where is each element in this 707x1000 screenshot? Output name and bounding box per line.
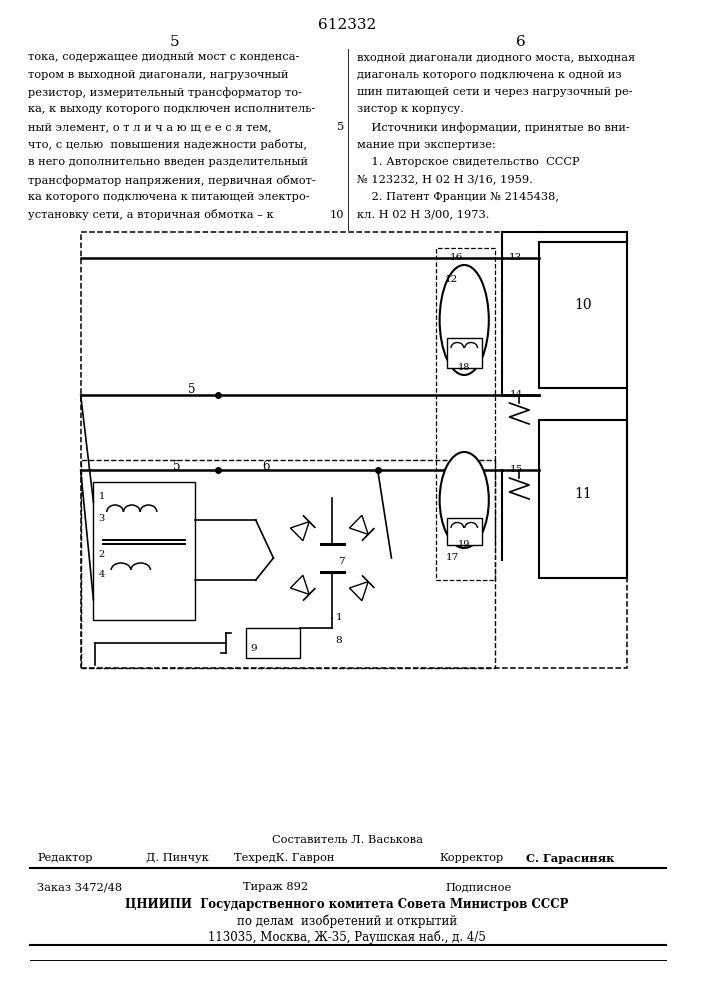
Ellipse shape (440, 452, 489, 548)
Text: тором в выходной диагонали, нагрузочный: тором в выходной диагонали, нагрузочный (28, 70, 288, 80)
Ellipse shape (440, 265, 489, 375)
Text: 11: 11 (574, 487, 592, 501)
Text: 1: 1 (335, 613, 342, 622)
Text: 5: 5 (337, 122, 344, 132)
Text: № 123232, Н 02 Н 3/16, 1959.: № 123232, Н 02 Н 3/16, 1959. (357, 174, 533, 184)
Text: что, с целью  повышения надежности работы,: что, с целью повышения надежности работы… (28, 139, 307, 150)
Text: Подписное: Подписное (445, 882, 512, 892)
Text: 1: 1 (98, 492, 105, 501)
Text: ЦНИИПИ  Государственного комитета Совета Министров СССР: ЦНИИПИ Государственного комитета Совета … (126, 898, 569, 911)
Text: 2: 2 (98, 550, 105, 559)
Bar (447, 518, 482, 545)
Text: диагональ которого подключена к одной из: диагональ которого подключена к одной из (357, 70, 621, 80)
Text: ка, к выходу которого подключен исполнитель-: ка, к выходу которого подключен исполнит… (28, 104, 315, 114)
Bar (539, 242, 628, 388)
Text: 1. Авторское свидетельство  СССР: 1. Авторское свидетельство СССР (357, 157, 580, 167)
Polygon shape (349, 515, 368, 534)
Text: 5: 5 (188, 383, 196, 396)
Bar (81, 460, 495, 668)
Text: резистор, измерительный трансформатор то-: резистор, измерительный трансформатор то… (28, 87, 302, 98)
Bar (447, 338, 482, 368)
Text: 6: 6 (262, 460, 269, 473)
Text: ТехредК. Гаврон: ТехредК. Гаврон (234, 853, 334, 863)
Text: Д. Пинчук: Д. Пинчук (146, 853, 209, 863)
Text: мание при экспертизе:: мание при экспертизе: (357, 139, 496, 149)
Text: 14: 14 (510, 390, 522, 399)
Bar (436, 248, 495, 580)
Text: Составитель Л. Васькова: Составитель Л. Васькова (271, 835, 423, 845)
Text: 5: 5 (173, 460, 181, 473)
Text: 6: 6 (516, 35, 526, 49)
Text: 612332: 612332 (318, 18, 376, 32)
Bar (93, 482, 194, 620)
Text: по делам  изобретений и открытий: по делам изобретений и открытий (237, 914, 457, 928)
Text: 7: 7 (339, 558, 345, 566)
Polygon shape (291, 575, 309, 594)
Text: 9: 9 (251, 644, 257, 653)
Text: шин питающей сети и через нагрузочный ре-: шин питающей сети и через нагрузочный ре… (357, 87, 633, 97)
Text: зистор к корпусу.: зистор к корпусу. (357, 104, 464, 114)
Text: 10: 10 (574, 298, 592, 312)
Text: тока, содержащее диодный мост с конденса-: тока, содержащее диодный мост с конденса… (28, 52, 299, 62)
Text: 19: 19 (458, 540, 470, 549)
Text: Заказ 3472/48: Заказ 3472/48 (37, 882, 122, 892)
Text: трансформатор напряжения, первичная обмот-: трансформатор напряжения, первичная обмо… (28, 174, 315, 186)
Bar (81, 232, 628, 668)
Text: входной диагонали диодного моста, выходная: входной диагонали диодного моста, выходн… (357, 52, 636, 62)
Text: 2. Патент Франции № 2145438,: 2. Патент Франции № 2145438, (357, 192, 559, 202)
Text: ка которого подключена к питающей электро-: ка которого подключена к питающей электр… (28, 192, 309, 202)
Text: 8: 8 (335, 636, 342, 645)
Text: С. Гарасиняк: С. Гарасиняк (526, 853, 614, 864)
Text: ный элемент, о т л и ч а ю щ е е с я тем,: ный элемент, о т л и ч а ю щ е е с я тем… (28, 122, 271, 132)
Text: 12: 12 (445, 275, 458, 284)
Text: Редактор: Редактор (37, 853, 93, 863)
Text: кл. Н 02 Н 3/00, 1973.: кл. Н 02 Н 3/00, 1973. (357, 210, 489, 220)
Text: Тираж 892: Тираж 892 (243, 882, 308, 892)
Text: 4: 4 (98, 570, 105, 579)
Text: 113035, Москва, Ж-35, Раушская наб., д. 4/5: 113035, Москва, Ж-35, Раушская наб., д. … (209, 930, 486, 944)
Bar (246, 628, 300, 658)
Text: Источники информации, принятые во вни-: Источники информации, принятые во вни- (357, 122, 630, 133)
Text: 5: 5 (169, 35, 179, 49)
Text: Корректор: Корректор (440, 853, 504, 863)
Polygon shape (291, 522, 309, 541)
Text: установку сети, а вторичная обмотка – к: установку сети, а вторичная обмотка – к (28, 210, 273, 221)
Polygon shape (349, 582, 368, 601)
Text: 13: 13 (508, 253, 522, 262)
Bar (539, 420, 628, 578)
Text: 15: 15 (510, 465, 522, 474)
Text: 17: 17 (445, 553, 459, 562)
Text: в него дополнительно введен разделительный: в него дополнительно введен разделительн… (28, 157, 308, 167)
Text: 18: 18 (458, 363, 470, 372)
Text: 10: 10 (329, 210, 344, 220)
Text: 16: 16 (450, 253, 463, 262)
Text: 3: 3 (98, 514, 105, 523)
